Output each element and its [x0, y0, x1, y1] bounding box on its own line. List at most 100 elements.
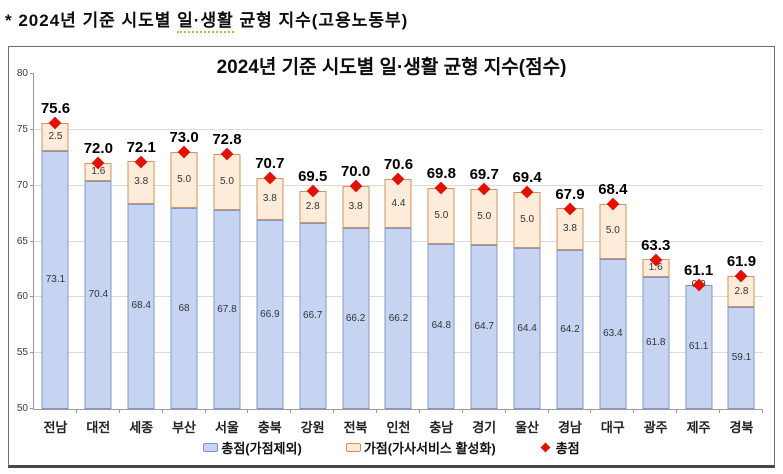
bonus-value-label: 5.0 — [177, 174, 192, 186]
x-axis-tick — [75, 409, 77, 413]
bar-column: 68 5.0 73.0 부산 — [163, 74, 206, 435]
bar-columns: 73.1 2.5 75.6 전남 70.4 1.6 72.0 대전 68.4 3.8 72.1 세종 6… — [34, 74, 763, 435]
x-tick-label: 대전 — [86, 420, 111, 435]
x-tick-label: 광주 — [643, 420, 668, 435]
x-axis-tick — [719, 409, 720, 413]
base-segment — [642, 277, 670, 409]
base-value-label: 59.1 — [731, 352, 752, 364]
x-axis-tick — [547, 409, 549, 413]
bar-column: 66.9 3.8 70.7 충북 — [248, 74, 292, 435]
x-axis-tick — [504, 409, 506, 413]
total-value-label: 69.4 — [512, 169, 542, 187]
bar-column: 68.4 3.8 72.1 세종 — [120, 74, 163, 435]
base-segment — [342, 228, 370, 409]
x-axis-tick — [418, 409, 420, 413]
chart-title: 2024년 기준 시도별 일·생활 균형 지수(점수) — [216, 57, 567, 78]
bonus-value-label: 1.6 — [91, 166, 106, 178]
y-tick-label: 55 — [16, 347, 28, 359]
y-axis-tick — [30, 352, 34, 354]
x-tick-label: 전남 — [43, 420, 68, 435]
total-value-label: 70.0 — [340, 162, 371, 180]
bar-column: 59.1 2.8 61.9 경북 — [720, 74, 763, 435]
bar-column: 61.8 1.6 63.3 광주 — [634, 74, 678, 435]
base-segment — [213, 210, 241, 409]
x-axis-tick — [676, 409, 678, 413]
x-axis-tick — [590, 409, 592, 413]
legend-label-bonus: 가점(가사서비스 활성화) — [363, 441, 496, 456]
bonus-value-label: 5.0 — [477, 210, 492, 222]
y-tick-label: 50 — [16, 403, 28, 414]
base-segment — [299, 222, 327, 409]
total-value-label: 72.8 — [212, 131, 242, 149]
base-segment — [41, 151, 69, 409]
bar-column: 66.7 2.8 69.5 강원 — [291, 74, 335, 435]
chart-frame: 2024년 기준 시도별 일·생활 균형 지수(점수) 50 55 60 65 70 75… — [8, 46, 775, 468]
legend-item-total: 총점 — [540, 438, 580, 457]
bar-column: 64.8 5.0 69.8 충남 — [420, 74, 463, 435]
total-value-label: 70.6 — [383, 155, 414, 173]
y-axis-tick — [30, 184, 34, 186]
x-tick-label: 충북 — [257, 420, 282, 435]
bonus-segment — [170, 152, 198, 208]
x-axis-tick — [461, 409, 463, 413]
bonus-segment — [342, 185, 370, 229]
total-value-label: 69.8 — [426, 164, 456, 182]
x-tick-label: 강원 — [300, 420, 325, 435]
legend-item-base: 총점(가점제외) — [203, 438, 302, 457]
bonus-segment — [384, 178, 412, 229]
base-value-label: 67.8 — [217, 303, 237, 315]
y-axis-tick — [30, 128, 34, 130]
page-title-prefix: * 2024년 기준 시도별 — [5, 11, 178, 30]
total-value-label: 69.5 — [298, 168, 328, 186]
bonus-value-label: 1.6 — [648, 262, 663, 274]
bonus-value-label: 5.0 — [434, 209, 449, 221]
y-tick-label: 75 — [16, 123, 28, 135]
bar-column: 66.2 3.8 70.0 전북 — [334, 74, 377, 435]
bonus-segment — [513, 192, 541, 249]
bar-column: 73.1 2.5 75.6 전남 — [34, 74, 77, 435]
base-segment — [513, 248, 541, 409]
base-value-label: 66.7 — [302, 309, 323, 321]
total-value-label: 67.9 — [555, 186, 585, 204]
x-axis-tick — [204, 409, 206, 413]
x-tick-label: 세종 — [129, 420, 154, 435]
x-axis-tick — [376, 409, 377, 413]
base-value-label: 66.2 — [345, 312, 366, 324]
page-title-suffix: 균형 지수(고용노동부) — [233, 11, 409, 30]
legend-item-bonus: 가점(가사서비스 활성화) — [345, 438, 496, 457]
bonus-value-label: 4.4 — [391, 197, 406, 209]
total-value-label: 72.1 — [126, 139, 156, 157]
bar-column: 64.7 5.0 69.7 경기 — [463, 74, 506, 435]
bonus-segment — [470, 189, 498, 245]
total-value-label: 72.0 — [83, 140, 113, 158]
bonus-value-label: 2.8 — [305, 200, 320, 212]
base-segment — [599, 259, 627, 409]
x-axis-tick — [247, 409, 249, 413]
bonus-value-label: 5.0 — [605, 225, 620, 237]
bonus-value-label: 3.8 — [562, 223, 577, 235]
base-value-label: 64.2 — [560, 323, 580, 335]
bonus-value-label: 3.8 — [262, 193, 277, 205]
base-segment — [170, 208, 198, 409]
legend: 총점(가점제외) 가점(가사서비스 활성화) 총점 — [9, 438, 774, 457]
base-segment — [127, 203, 155, 409]
gridline — [34, 128, 763, 130]
legend-label-total: 총점 — [555, 441, 580, 456]
y-axis-tick — [30, 240, 34, 242]
y-tick-label: 60 — [16, 291, 28, 303]
bonus-value-label: 3.8 — [348, 200, 363, 212]
bar-column: 67.8 5.0 72.8 서울 — [206, 74, 249, 435]
base-segment — [384, 228, 412, 409]
x-axis-tick — [290, 409, 292, 413]
total-value-label: 69.7 — [469, 166, 499, 184]
bar-column: 61.10.061.1제주 — [677, 74, 720, 435]
x-axis-tick — [633, 409, 635, 413]
total-value-label: 68.4 — [598, 180, 628, 198]
base-value-label: 66.9 — [260, 308, 280, 320]
page-title: * 2024년 기준 시도별 일·생활 균형 지수(고용노동부) — [5, 6, 409, 33]
y-tick-label: 65 — [16, 235, 28, 247]
x-axis-tick — [761, 409, 763, 413]
plot-area: 50 55 60 65 70 75 80 73.1 2.5 75.6 전남 70.4 1.6 72.0 대전… — [17, 69, 763, 435]
y-tick-label: 80 — [16, 68, 28, 79]
x-tick-label: 대구 — [600, 420, 625, 435]
